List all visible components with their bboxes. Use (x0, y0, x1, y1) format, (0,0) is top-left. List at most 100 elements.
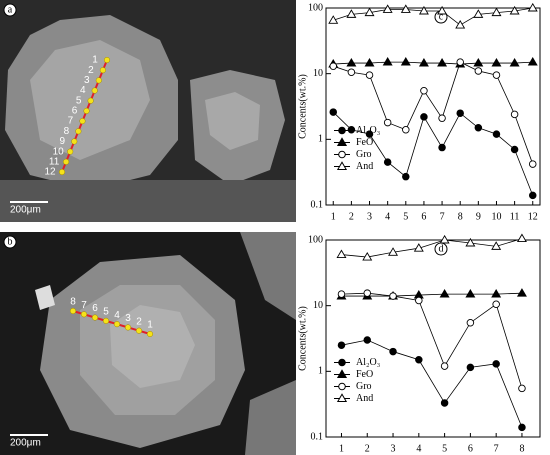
x-tick-label: 11 (510, 211, 520, 222)
marker (491, 241, 502, 250)
analysis-spot (103, 56, 111, 64)
x-tick-label: 3 (391, 443, 396, 454)
x-tick-label: 8 (519, 443, 524, 454)
plot-frame (325, 239, 541, 438)
analysis-spot (124, 324, 132, 331)
analysis-spot (83, 107, 90, 114)
spot-label: 1 (147, 320, 153, 331)
analysis-spot (63, 158, 70, 165)
legend-symbol (338, 150, 346, 159)
series-line (333, 61, 533, 65)
scale-bar-label: 200μm (10, 438, 41, 449)
marker (363, 336, 372, 344)
marker (509, 5, 520, 15)
legend-marker (336, 137, 348, 146)
spot-label: 4 (114, 310, 120, 321)
marker (347, 68, 356, 77)
legend-marker (338, 382, 346, 391)
series-line (341, 292, 523, 389)
marker (383, 118, 392, 127)
marker (418, 5, 429, 15)
legend-label: And (356, 161, 373, 172)
legend-symbol (338, 126, 346, 135)
x-tick-label: 1 (331, 211, 336, 222)
analysis-spot (75, 128, 82, 135)
x-tick-label: 4 (416, 443, 421, 454)
marker (328, 15, 339, 24)
marker (388, 247, 399, 256)
analysis-spot (71, 138, 78, 145)
analysis-spot (135, 327, 143, 334)
marker (362, 251, 373, 261)
analysis-spot (67, 148, 74, 155)
panel-label: b (8, 236, 13, 247)
marker (456, 58, 464, 66)
legend-marker (338, 358, 346, 367)
micrograph-a (0, 0, 296, 222)
y-tick-label: 100 (308, 234, 323, 245)
marker (337, 341, 346, 349)
spot-label: 3 (125, 313, 131, 324)
legend-label: FeO (356, 369, 373, 380)
marker (337, 290, 346, 298)
legend-marker (338, 126, 346, 135)
analysis-spot (80, 311, 88, 318)
marker (527, 57, 538, 66)
spot-label: 2 (136, 316, 142, 327)
marker (492, 71, 501, 79)
analysis-spot (113, 321, 121, 328)
analysis-spot (95, 77, 102, 84)
micrograph-b (0, 232, 296, 455)
spot-label: 7 (68, 116, 74, 127)
marker (364, 7, 375, 17)
legend-label: FeO (356, 137, 373, 148)
spot-label: 5 (103, 306, 109, 317)
marker (329, 62, 338, 70)
y-axis-label: Concents(wt.%) (297, 74, 308, 139)
marker (336, 249, 347, 259)
marker (382, 4, 393, 13)
marker (527, 2, 538, 12)
y-tick-label: 1 (318, 366, 323, 377)
marker (518, 423, 526, 432)
panel-badge (3, 235, 17, 249)
marker (516, 288, 527, 297)
legend-symbol (336, 161, 348, 170)
marker (528, 160, 537, 168)
analysis-spot (102, 317, 110, 324)
marker (474, 67, 483, 75)
x-tick-label: 5 (442, 443, 447, 454)
analysis-spot (87, 97, 94, 104)
x-tick-label: 5 (403, 211, 408, 222)
spot-label: 8 (70, 297, 76, 308)
x-tick-label: 7 (440, 211, 445, 222)
y-tick-label: 10 (313, 68, 323, 79)
analysis-spot (69, 307, 77, 315)
x-tick-label: 1 (339, 443, 344, 454)
legend-symbol (336, 137, 348, 146)
legend-label: Gro (356, 381, 372, 392)
y-tick-label: 1 (318, 134, 323, 145)
x-tick-label: 10 (491, 211, 501, 222)
x-tick-label: 2 (349, 211, 354, 222)
marker (400, 57, 411, 66)
marker (364, 57, 375, 67)
spot-label: 10 (53, 146, 65, 157)
marker (420, 113, 428, 121)
legend-label: Al₂O₃ (356, 125, 380, 136)
analysis-spot (58, 168, 66, 176)
spot-label: 7 (81, 300, 87, 311)
marker (465, 237, 476, 247)
marker (491, 57, 502, 67)
spot-label: 9 (59, 136, 65, 147)
marker (510, 145, 519, 154)
legend-symbol (338, 358, 346, 367)
marker (509, 57, 520, 67)
marker (418, 57, 429, 67)
marker (363, 289, 372, 297)
marker (439, 234, 450, 244)
legend-label: Al₂O₃ (356, 357, 380, 368)
analysis-spot (91, 87, 98, 94)
legend-symbol (338, 382, 346, 391)
panel-label: d (439, 243, 444, 254)
